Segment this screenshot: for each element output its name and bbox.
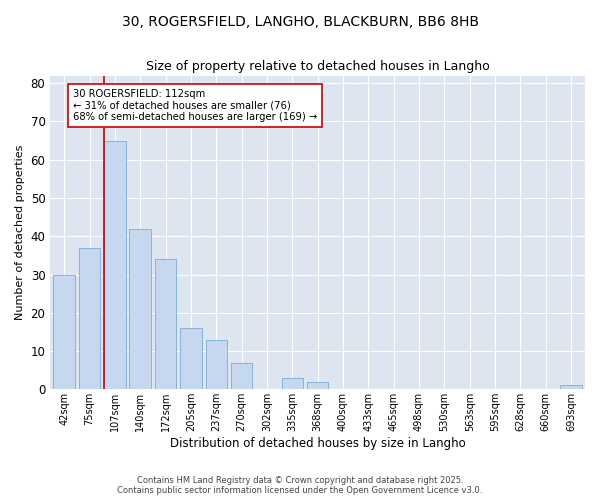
X-axis label: Distribution of detached houses by size in Langho: Distribution of detached houses by size … — [170, 437, 466, 450]
Bar — [104, 140, 125, 390]
Bar — [155, 259, 176, 390]
Text: 30 ROGERSFIELD: 112sqm
← 31% of detached houses are smaller (76)
68% of semi-det: 30 ROGERSFIELD: 112sqm ← 31% of detached… — [73, 89, 317, 122]
Bar — [307, 382, 328, 390]
Text: 30, ROGERSFIELD, LANGHO, BLACKBURN, BB6 8HB: 30, ROGERSFIELD, LANGHO, BLACKBURN, BB6 … — [121, 15, 479, 29]
Bar — [281, 378, 303, 390]
Bar — [53, 274, 75, 390]
Bar — [130, 228, 151, 390]
Bar — [79, 248, 100, 390]
Bar — [180, 328, 202, 390]
Bar — [206, 340, 227, 390]
Bar — [560, 386, 582, 390]
Title: Size of property relative to detached houses in Langho: Size of property relative to detached ho… — [146, 60, 490, 73]
Bar — [231, 362, 253, 390]
Y-axis label: Number of detached properties: Number of detached properties — [15, 144, 25, 320]
Text: Contains HM Land Registry data © Crown copyright and database right 2025.
Contai: Contains HM Land Registry data © Crown c… — [118, 476, 482, 495]
